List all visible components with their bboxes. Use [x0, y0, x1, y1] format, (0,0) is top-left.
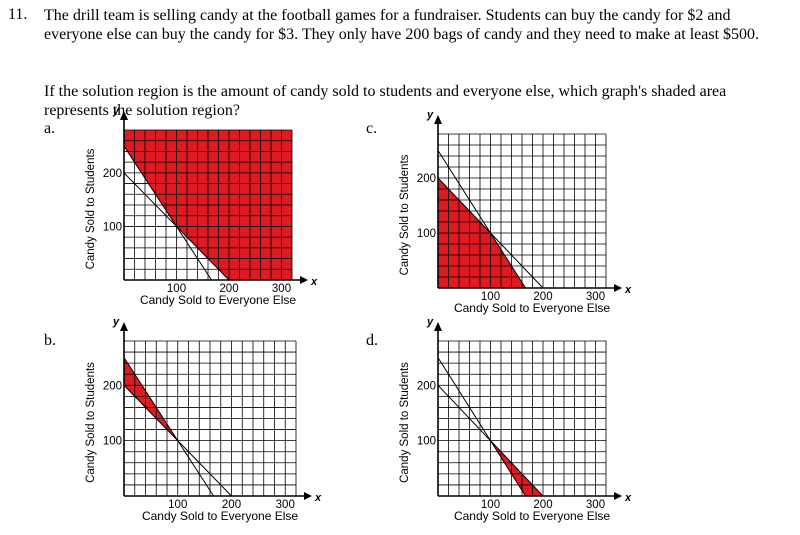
y-axis-title: Candy Sold to Students	[85, 148, 97, 269]
x-axis-letter: x	[624, 492, 632, 504]
y-axis-title: Candy Sold to Students	[85, 362, 97, 483]
x-axis-letter: x	[624, 284, 632, 296]
x-tick-label: 100	[481, 291, 500, 303]
x-tick-label: 300	[586, 499, 605, 511]
y-axis-arrow	[434, 322, 442, 331]
boundary-line-2	[437, 150, 526, 289]
question-number: 11.	[8, 6, 28, 23]
y-tick-label-bg	[102, 432, 122, 448]
y-tick-label-bg	[416, 225, 436, 240]
x-axis-arrow	[614, 492, 622, 500]
boundary-line-2	[123, 145, 212, 281]
y-axis-arrow	[120, 111, 128, 120]
x-axis-title: Candy Sold to Everyone Else	[140, 293, 296, 307]
x-tick-label: 300	[586, 291, 605, 303]
x-tick-label: 300	[276, 499, 295, 511]
x-tick-label: 100	[167, 283, 186, 295]
grid-a	[124, 129, 293, 280]
y-axis-arrow	[120, 322, 128, 331]
option-b-label: b.	[44, 332, 56, 349]
question-text: The drill team is selling candy at the f…	[44, 7, 760, 43]
x-tick-label: 200	[219, 283, 238, 295]
x-axis-title: Candy Sold to Everyone Else	[142, 509, 298, 523]
y-tick-label-bg	[102, 164, 122, 180]
y-tick-label-bg	[102, 377, 122, 393]
x-tick-label: 100	[168, 499, 187, 511]
y-axis-title: Candy Sold to Students	[399, 362, 411, 483]
boundary-line-2	[437, 357, 526, 497]
x-tick-label: 200	[533, 499, 552, 511]
y-tick-label-bg	[102, 218, 122, 234]
y-axis-letter: y	[426, 109, 434, 121]
y-tick-label-bg	[416, 377, 436, 393]
y-axis-letter: y	[112, 105, 120, 117]
y-tick-label-bg	[416, 432, 436, 448]
grid-b	[124, 340, 297, 496]
y-axis-letter: y	[426, 316, 434, 328]
x-axis-arrow	[304, 492, 312, 500]
y-tick-label: 200	[103, 380, 122, 392]
x-axis-title: Candy Sold to Everyone Else	[454, 301, 610, 315]
y-axis-title: Candy Sold to Students	[399, 154, 411, 275]
option-c-label: c.	[366, 120, 378, 137]
x-axis-arrow	[300, 276, 308, 284]
y-tick-label: 100	[417, 228, 436, 240]
grid-d	[438, 340, 607, 496]
grid-c	[438, 133, 607, 288]
x-axis-letter: x	[314, 492, 322, 504]
y-tick-label: 200	[103, 168, 122, 180]
x-tick-label: 200	[222, 499, 241, 511]
y-tick-label: 100	[103, 221, 122, 233]
y-tick-label: 200	[417, 173, 436, 185]
x-axis-title: Candy Sold to Everyone Else	[454, 509, 610, 523]
y-tick-label-bg	[416, 170, 436, 185]
y-tick-label: 100	[417, 436, 436, 448]
x-axis-letter: x	[310, 276, 318, 288]
y-tick-label: 200	[417, 380, 436, 392]
y-tick-label: 100	[103, 436, 122, 448]
y-axis-letter: y	[112, 316, 120, 328]
boundary-line-2	[123, 357, 215, 497]
y-axis-arrow	[434, 115, 442, 124]
question-prompt: If the solution region is the amount of …	[44, 83, 727, 119]
option-a-label: a.	[44, 120, 56, 137]
x-tick-label: 200	[533, 291, 552, 303]
x-axis-arrow	[614, 284, 622, 292]
x-tick-label: 300	[272, 283, 291, 295]
option-d-label: d.	[366, 332, 378, 349]
x-tick-label: 100	[481, 499, 500, 511]
